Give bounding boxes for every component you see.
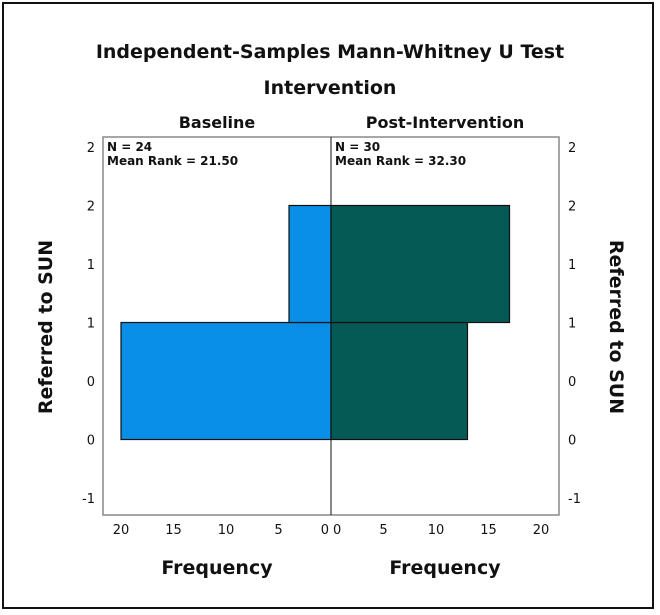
mean-rank-right: Mean Rank = 32.30 — [335, 154, 466, 168]
bar-left-bin-0 — [120, 321, 332, 441]
y-tick-left: 2 — [87, 200, 95, 215]
chart-subtitle: Intervention — [264, 77, 397, 99]
mean-rank-left: Mean Rank = 21.50 — [107, 154, 238, 168]
x-tick-right: 20 — [533, 523, 550, 538]
image-border — [2, 2, 654, 609]
bar-left-bin-1 — [288, 204, 332, 324]
n-label-left: N = 24 — [107, 140, 152, 154]
y-tick-right: 1 — [568, 258, 576, 273]
y-tick-left: 2 — [87, 141, 95, 156]
x-tick-left: 0 — [321, 523, 329, 538]
x-tick-left: 15 — [165, 523, 182, 538]
chart-title: Independent-Samples Mann-Whitney U Test — [96, 41, 564, 63]
x-tick-left: 5 — [274, 523, 282, 538]
x-axis-label-left: Frequency — [161, 557, 273, 579]
bar-right-bin-0 — [330, 321, 469, 441]
y-tick-left: 0 — [87, 375, 95, 390]
y-axis-label-right: Referred to SUN — [605, 240, 627, 414]
y-tick-right: 0 — [568, 375, 576, 390]
y-tick-left: 0 — [87, 434, 95, 449]
y-tick-left: -1 — [82, 492, 95, 507]
y-tick-right: 0 — [568, 434, 576, 449]
y-tick-right: 2 — [568, 141, 576, 156]
y-tick-left: 1 — [87, 317, 95, 332]
x-tick-right: 15 — [480, 523, 497, 538]
x-tick-right: 5 — [379, 523, 387, 538]
bar-right-bin-1 — [330, 204, 511, 324]
x-axis-label-right: Frequency — [389, 557, 501, 579]
panel-title-right: Post-Intervention — [366, 113, 524, 132]
panel-title-left: Baseline — [179, 113, 256, 132]
y-tick-right: 1 — [568, 317, 576, 332]
x-tick-left: 20 — [113, 523, 130, 538]
y-axis-label-left: Referred to SUN — [35, 240, 57, 414]
y-tick-left: 1 — [87, 258, 95, 273]
y-tick-right: -1 — [568, 492, 581, 507]
x-tick-right: 10 — [428, 523, 445, 538]
x-tick-right: 0 — [333, 523, 341, 538]
n-label-right: N = 30 — [335, 140, 380, 154]
x-tick-left: 10 — [218, 523, 235, 538]
y-tick-right: 2 — [568, 200, 576, 215]
